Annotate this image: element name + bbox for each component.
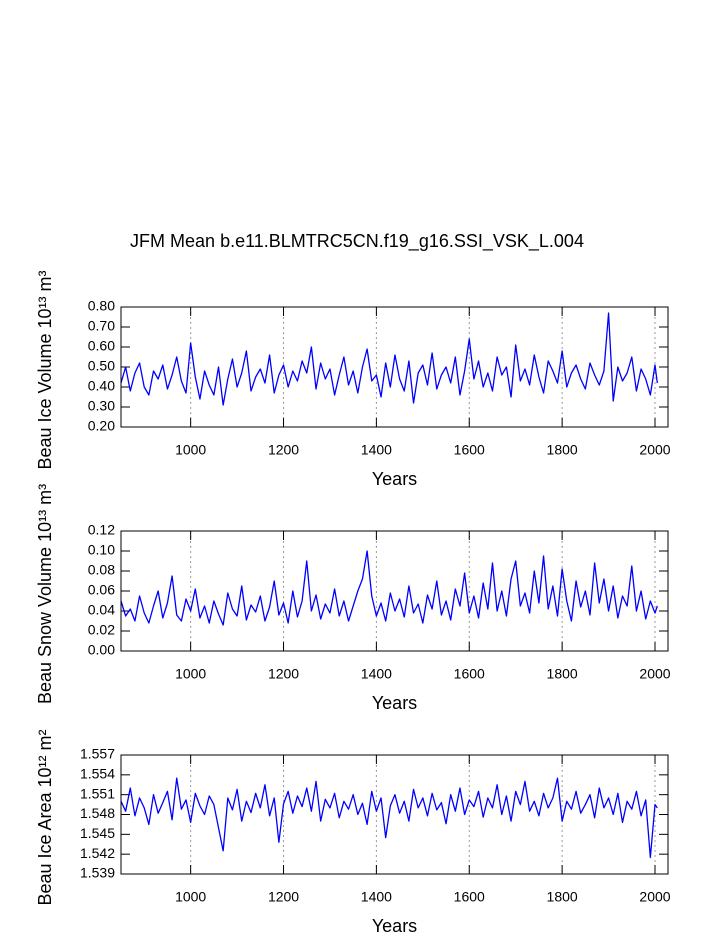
data-line <box>120 312 658 406</box>
y-tick-label: 1.542 <box>80 845 115 861</box>
y-tick-label: 1.545 <box>80 825 115 841</box>
x-axis-label: Years <box>372 693 417 713</box>
x-axis-label: Years <box>372 469 417 489</box>
y-tick-label: 0.40 <box>88 378 115 394</box>
y-tick-label: 1.551 <box>80 785 115 801</box>
x-tick-label: 2000 <box>639 442 670 458</box>
plot-frame <box>120 530 669 652</box>
y-tick-label: 0.70 <box>88 318 115 334</box>
x-tick-label: 2000 <box>639 889 670 905</box>
y-tick-label: 1.539 <box>80 865 115 881</box>
x-tick-label: 1000 <box>175 442 206 458</box>
chart-title: JFM Mean b.e11.BLMTRC5CN.f19_g16.SSI_VSK… <box>130 231 584 252</box>
y-tick-label: 0.00 <box>88 642 115 658</box>
y-tick-label: 0.20 <box>88 418 115 434</box>
x-tick-label: 1200 <box>268 889 299 905</box>
x-tick-label: 1200 <box>268 666 299 682</box>
y-tick-label: 0.04 <box>88 602 115 618</box>
y-tick-label: 0.30 <box>88 398 115 414</box>
x-tick-label: 1800 <box>547 442 578 458</box>
y-tick-label: 1.554 <box>80 766 115 782</box>
y-tick-label: 0.50 <box>88 358 115 374</box>
x-tick-label: 1000 <box>175 666 206 682</box>
x-tick-label: 1800 <box>547 666 578 682</box>
data-line <box>120 777 658 859</box>
y-tick-label: 0.12 <box>88 522 115 538</box>
y-tick-label: 0.08 <box>88 562 115 578</box>
x-tick-label: 1600 <box>454 666 485 682</box>
x-tick-label: 1400 <box>361 666 392 682</box>
y-axis-label: Beau Ice Volume 10¹³ m³ <box>35 270 55 469</box>
y-axis-label: Beau Ice Area 10¹² m² <box>35 729 55 905</box>
plot-frame <box>120 754 669 875</box>
x-tick-label: 1400 <box>361 889 392 905</box>
x-tick-label: 1400 <box>361 442 392 458</box>
y-tick-label: 1.548 <box>80 805 115 821</box>
y-axis-label: Beau Snow Volume 10¹³ m³ <box>35 484 55 704</box>
x-tick-label: 1000 <box>175 889 206 905</box>
x-tick-label: 1200 <box>268 442 299 458</box>
y-tick-label: 0.60 <box>88 338 115 354</box>
y-tick-label: 0.80 <box>88 298 115 314</box>
y-tick-label: 1.557 <box>80 746 115 762</box>
x-tick-label: 1600 <box>454 889 485 905</box>
x-tick-label: 2000 <box>639 666 670 682</box>
y-tick-label: 0.10 <box>88 542 115 558</box>
x-tick-label: 1800 <box>547 889 578 905</box>
x-tick-label: 1600 <box>454 442 485 458</box>
x-axis-label: Years <box>372 916 417 935</box>
y-tick-label: 0.02 <box>88 622 115 638</box>
y-tick-label: 0.06 <box>88 582 115 598</box>
data-line <box>120 550 658 626</box>
plot-frame <box>120 306 669 428</box>
